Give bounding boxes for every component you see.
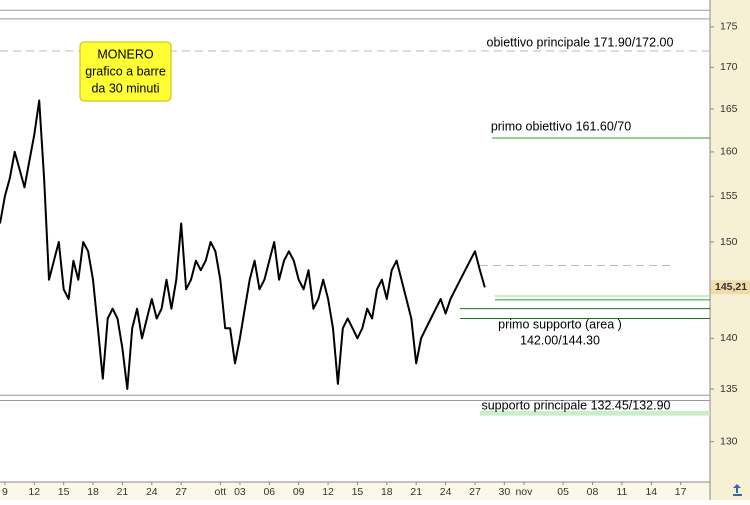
- y-tick-label: 130: [720, 435, 738, 447]
- x-tick-label: 12: [322, 486, 334, 498]
- info-box-text: da 30 minuti: [91, 81, 159, 95]
- x-tick-label: nov: [515, 486, 533, 498]
- info-box: [79, 41, 172, 102]
- x-tick-label: 18: [87, 486, 99, 498]
- x-tick-label: 09: [293, 486, 305, 498]
- x-tick-label: 27: [469, 486, 481, 498]
- x-axis-panel: [0, 482, 710, 500]
- info-box-text: grafico a barre: [85, 64, 166, 78]
- annotation: 142.00/144.30: [520, 333, 600, 347]
- annotation: supporto principale 132.45/132.90: [481, 398, 670, 412]
- y-tick-label: 155: [720, 190, 738, 202]
- x-tick-label: 08: [587, 486, 599, 498]
- x-tick-label: 27: [175, 486, 187, 498]
- x-tick-label: 03: [234, 486, 246, 498]
- x-tick-label: 24: [146, 486, 158, 498]
- x-tick-label: 06: [263, 486, 275, 498]
- annotation: obiettivo principale 171.90/172.00: [487, 35, 674, 49]
- x-tick-label: 14: [645, 486, 657, 498]
- x-tick-label: 24: [440, 486, 452, 498]
- x-tick-label: 15: [58, 486, 70, 498]
- x-tick-label: 12: [28, 486, 40, 498]
- x-tick-label: 21: [410, 486, 422, 498]
- x-tick-label: ott: [215, 486, 227, 498]
- y-tick-label: 175: [720, 21, 738, 33]
- y-tick-label: 140: [720, 332, 738, 344]
- support-zone: [480, 410, 710, 416]
- scroll-icon[interactable]: [733, 484, 742, 496]
- y-axis-panel: [710, 0, 750, 500]
- annotation: primo supporto (area ): [498, 317, 622, 331]
- price-line: [0, 99, 486, 390]
- last-price-box: [711, 280, 750, 295]
- y-tick-label: 170: [720, 61, 738, 73]
- x-tick-label: 11: [616, 486, 627, 498]
- x-tick-label: 05: [557, 486, 569, 498]
- y-tick-label: 150: [720, 236, 738, 248]
- x-tick-label: 17: [675, 486, 687, 498]
- info-box-text: MONERO: [97, 47, 154, 61]
- x-tick-label: 18: [381, 486, 393, 498]
- annotation: primo obiettivo 161.60/70: [491, 119, 631, 133]
- x-tick-label: 21: [117, 486, 129, 498]
- x-tick-label: 15: [352, 486, 364, 498]
- y-tick-label: 160: [720, 146, 738, 158]
- x-tick-label: 30: [499, 486, 511, 498]
- last-price-label: 145,21: [715, 281, 747, 293]
- plot-area: [0, 9, 710, 416]
- x-tick-label: 9: [2, 486, 8, 498]
- y-tick-label: 135: [720, 383, 738, 395]
- y-tick-label: 165: [720, 103, 738, 115]
